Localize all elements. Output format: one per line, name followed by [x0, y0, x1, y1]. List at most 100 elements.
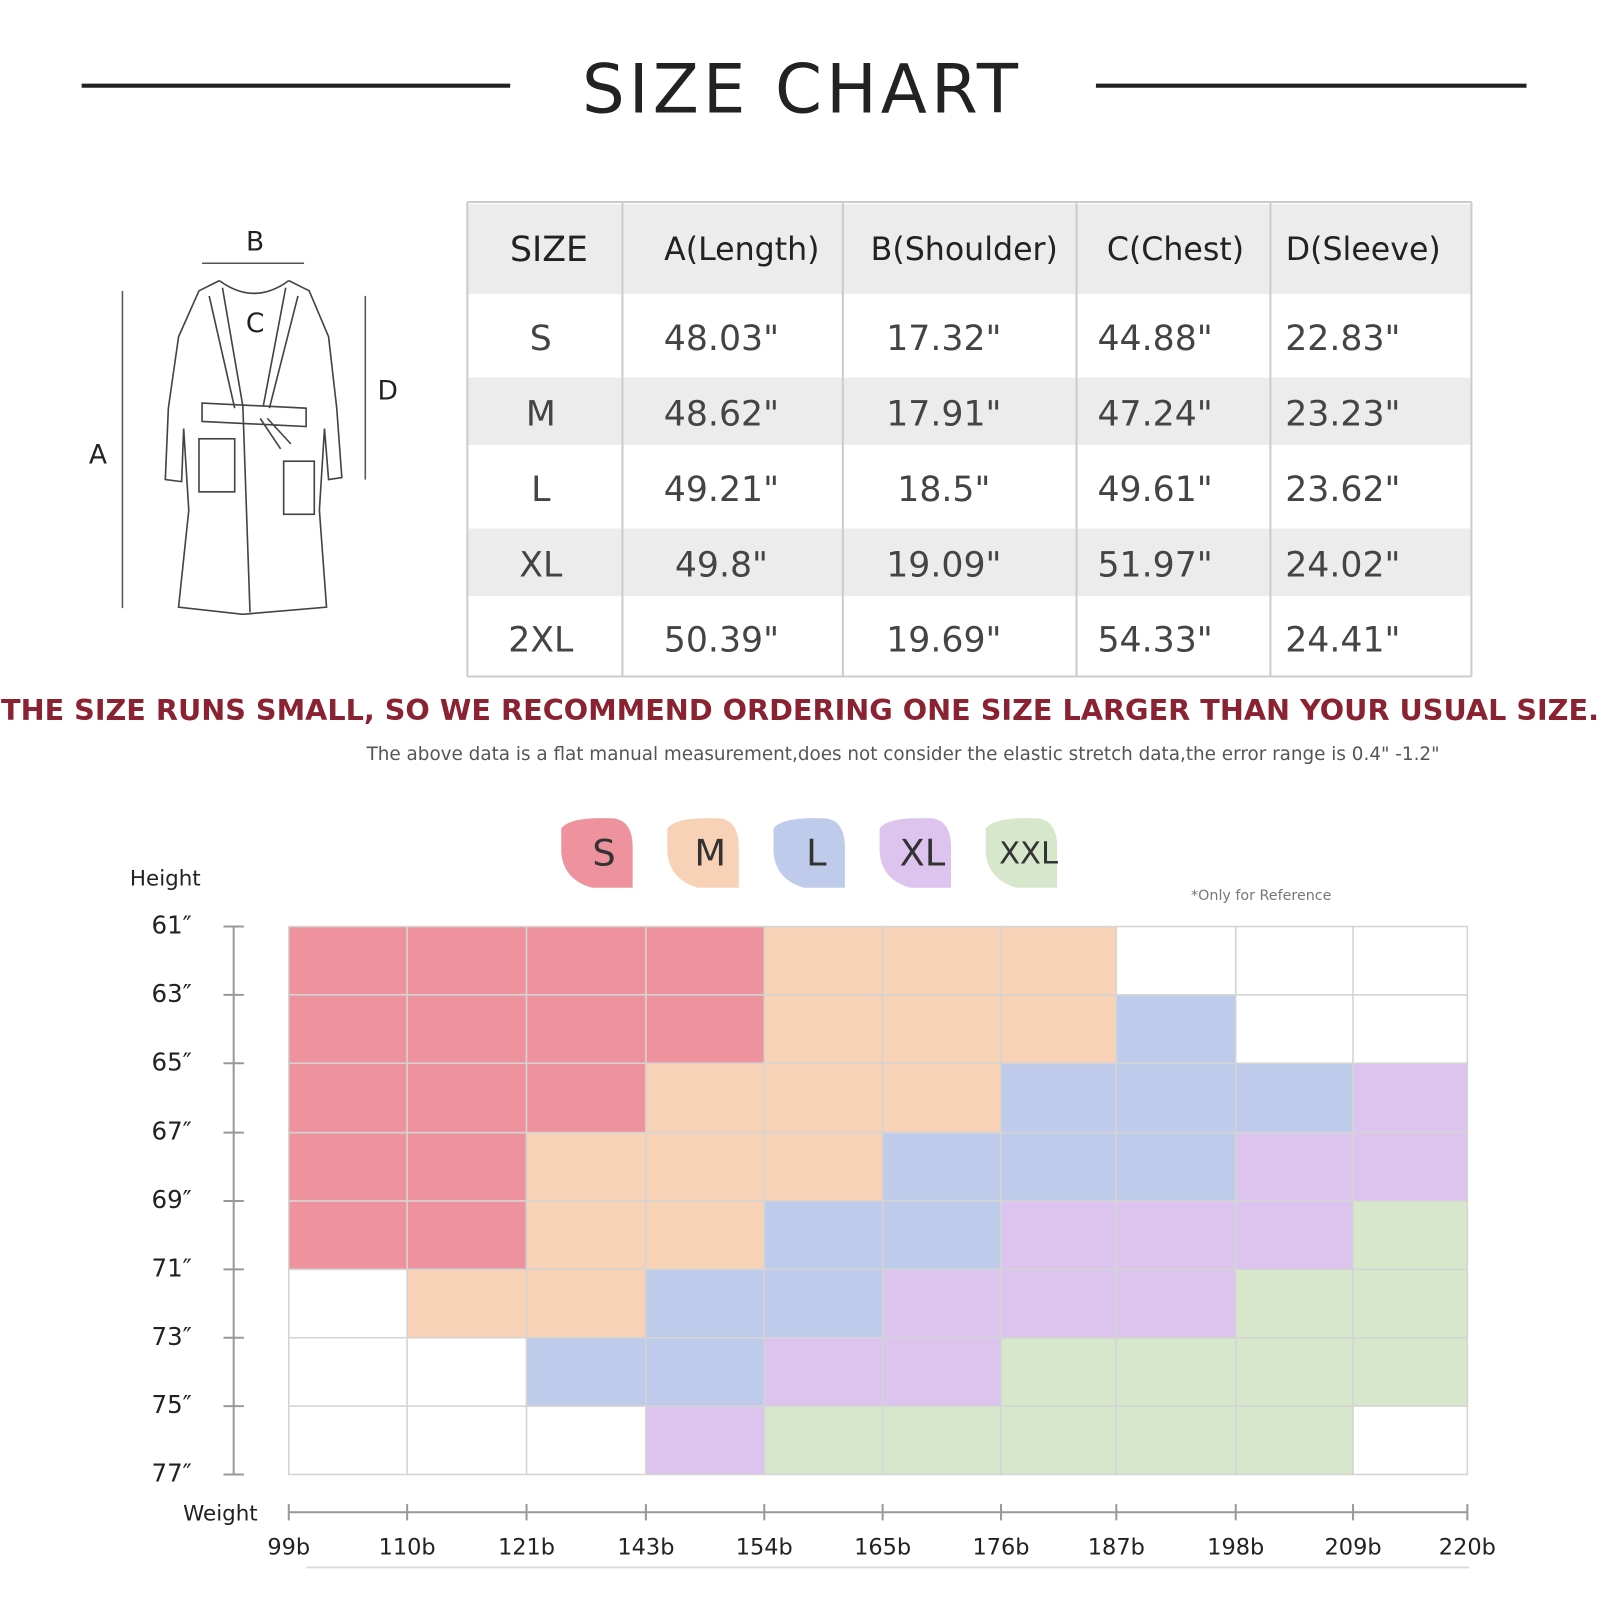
table-cell: 24.02" [1285, 545, 1400, 585]
grid-cell [525, 1268, 647, 1339]
grid-cell [406, 1268, 528, 1339]
grid-cell [645, 1062, 766, 1134]
diagram-label: B [246, 226, 264, 257]
grid-cell [1115, 994, 1237, 1065]
grid-cell [1234, 1268, 1354, 1339]
grid-cell [763, 1131, 884, 1202]
grid-cell [1234, 925, 1354, 996]
grid-cell [1234, 1131, 1354, 1202]
legend-label: S [592, 832, 615, 875]
grid-cell [288, 1131, 408, 1202]
axis-title: Weight [183, 1501, 258, 1526]
grid-cell [1234, 1336, 1354, 1407]
fit-grid: S M L XL XXL *Only for Reference Height Weight 6… [130, 818, 1496, 1569]
row-band [467, 528, 1472, 596]
grid-cell [881, 925, 1002, 996]
weight-label: 143b [617, 1534, 674, 1560]
grid-cell [645, 1200, 766, 1271]
grid-cell [1352, 1268, 1469, 1339]
table-cell: 51.97" [1097, 545, 1212, 585]
legend-swatch [985, 818, 1058, 888]
grid-cell [406, 925, 528, 996]
grid-cell [1352, 1062, 1469, 1134]
size-table: SIZE A(Length) B(Shoulder) C(Chest) D(Sleeve… [466, 201, 1473, 678]
legend-swatch [561, 818, 633, 888]
grid-cell [881, 1336, 1002, 1407]
table-cell: 19.09" [886, 545, 1001, 585]
grid-cell [525, 925, 647, 996]
table-cell: 49.21" [664, 470, 779, 510]
grid-cell [881, 1268, 1002, 1339]
grid-cell [1115, 1405, 1237, 1476]
grid-cell [1115, 1062, 1237, 1134]
grid-cell [881, 1062, 1002, 1134]
height-label: 71″ [152, 1253, 192, 1282]
size-cell: 2XL [508, 620, 574, 660]
grid-cell [763, 1062, 884, 1134]
table-cell: 50.39" [664, 620, 779, 660]
height-label: 69″ [152, 1185, 192, 1214]
reference-note: *Only for Reference [1191, 888, 1332, 904]
grid-cell [288, 994, 408, 1065]
grid-cell [645, 1405, 766, 1476]
grid-cell [881, 1131, 1002, 1202]
grid-cell [1115, 925, 1237, 996]
legend-label: XXL [999, 837, 1058, 872]
grid-cell [1000, 1405, 1118, 1476]
grid-cell [525, 1405, 647, 1476]
legend-label: M [694, 832, 726, 875]
row-band [467, 204, 1472, 294]
legend-swatch [879, 818, 952, 888]
grid-cell [1115, 1200, 1237, 1271]
grid-cell [406, 1405, 528, 1476]
grid-cell [1352, 925, 1469, 996]
grid-cell [1234, 1405, 1354, 1476]
grid-cell [645, 994, 766, 1065]
table-cell: 47.24" [1097, 394, 1212, 434]
grid-cell [881, 994, 1002, 1065]
table-cell: 23.62" [1285, 470, 1400, 510]
grid-cell [1352, 994, 1469, 1065]
grid-cell [645, 1336, 766, 1407]
grid-cell [763, 1405, 884, 1476]
grid-cell [525, 994, 647, 1065]
height-label: 65″ [152, 1047, 192, 1076]
grid-cell [1352, 1336, 1469, 1407]
grid-cell [406, 1336, 528, 1407]
grid-cell [1352, 1405, 1469, 1476]
grid-cell [525, 1336, 647, 1407]
grid-cell [763, 1200, 884, 1271]
size-cell: L [531, 470, 551, 510]
grid-cell [288, 1200, 408, 1271]
size-cell: S [530, 319, 552, 359]
grid-cell [406, 1200, 528, 1271]
column-header: B(Shoulder) [871, 232, 1058, 268]
height-label: 61″ [152, 911, 192, 940]
grid-cell [288, 1062, 408, 1134]
table-cell: 54.33" [1097, 620, 1212, 660]
weight-label: 121b [498, 1534, 555, 1560]
grid-cell [288, 1405, 408, 1476]
grid-cell [1234, 1062, 1354, 1134]
legend-swatch [773, 818, 845, 888]
table-cell: 22.83" [1285, 319, 1400, 359]
grid-cell [406, 1131, 528, 1202]
weight-label: 99b [267, 1534, 310, 1560]
grid-cell [288, 1336, 408, 1407]
height-label: 73″ [152, 1322, 192, 1351]
weight-label: 176b [972, 1534, 1029, 1560]
grid-cell [1000, 925, 1118, 996]
grid-cell [763, 994, 884, 1065]
legend-swatch [667, 818, 739, 888]
weight-label: 110b [379, 1534, 436, 1560]
grid-cell [406, 1062, 528, 1134]
row-band [467, 377, 1472, 445]
grid-cell [645, 1268, 766, 1339]
grid-cell [525, 1062, 647, 1134]
grid-cell [1000, 994, 1118, 1065]
grid-cell [288, 925, 408, 996]
grid-cell [881, 1405, 1002, 1476]
grid-cell [1115, 1336, 1237, 1407]
column-header: SIZE [510, 230, 588, 270]
